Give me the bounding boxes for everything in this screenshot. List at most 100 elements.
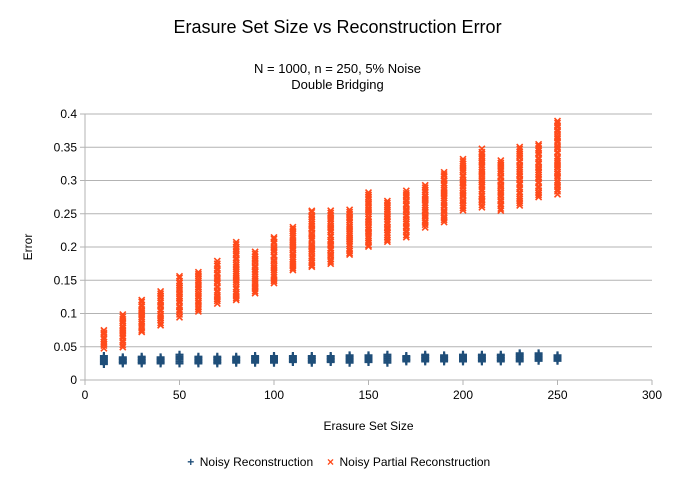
data-point-plus <box>288 352 297 361</box>
x-tick-label: 50 <box>173 388 187 402</box>
data-point-x <box>194 290 202 298</box>
data-point-x <box>459 178 467 186</box>
data-point-plus <box>364 351 373 360</box>
data-point-x <box>138 298 146 306</box>
data-point-x <box>308 208 316 216</box>
data-point-plus <box>402 352 411 361</box>
data-point-x <box>232 261 240 269</box>
data-point-x <box>497 156 505 165</box>
y-tick-label: 0 <box>70 373 77 387</box>
x-tick-label: 200 <box>453 388 473 402</box>
data-point-x <box>478 145 486 153</box>
data-point-x <box>289 223 297 231</box>
chart-subtitle: N = 1000, n = 250, 5% Noise Double Bridg… <box>0 61 675 93</box>
data-point-plus <box>137 352 146 361</box>
data-point-x <box>100 326 108 334</box>
data-point-x <box>138 296 146 304</box>
y-tick-label: 0.2 <box>60 240 77 254</box>
data-point-x <box>364 191 373 199</box>
data-point-x <box>402 189 410 197</box>
data-point-x <box>327 222 335 230</box>
y-tick-label: 0.35 <box>54 140 78 154</box>
y-tick-label: 0.3 <box>60 174 77 188</box>
data-point-x <box>478 166 486 174</box>
data-point-x <box>308 207 316 215</box>
data-point-x <box>553 117 562 125</box>
data-point-x <box>327 207 335 215</box>
data-point-x <box>251 248 259 256</box>
x-tick-label: 250 <box>547 388 567 402</box>
data-point-x <box>157 290 165 298</box>
data-point-plus <box>326 352 335 361</box>
data-point-x <box>119 313 127 321</box>
data-point-plus <box>232 352 241 361</box>
data-point-x <box>327 251 335 259</box>
data-point-x <box>553 119 562 127</box>
y-tick-label: 0.05 <box>54 340 78 354</box>
data-point-x <box>459 189 467 197</box>
data-point-x <box>402 187 410 195</box>
data-point-x <box>270 235 278 243</box>
data-point-x <box>421 184 429 192</box>
data-point-x <box>478 203 486 211</box>
data-point-x <box>346 206 354 214</box>
data-point-x <box>553 133 562 141</box>
data-point-x <box>535 189 543 197</box>
data-point-x <box>327 209 335 217</box>
legend-label-noisy-reconstruction: Noisy Reconstruction <box>199 455 314 469</box>
data-point-plus <box>156 353 165 362</box>
data-point-plus <box>383 350 392 359</box>
data-point-x <box>516 164 524 172</box>
data-point-plus <box>515 349 524 358</box>
data-point-x <box>535 142 543 150</box>
data-point-x <box>157 312 165 320</box>
data-point-x <box>100 329 108 337</box>
data-point-plus <box>477 350 486 359</box>
data-point-x <box>232 240 240 248</box>
data-point-plus <box>194 352 203 361</box>
axes: 0 0.05 0.1 0.15 0.2 0.25 0.3 0.35 0.4 0 50 100 150 20… <box>54 107 663 402</box>
legend: + Noisy Reconstruction × Noisy Partial Rec… <box>0 455 675 469</box>
data-point-x <box>497 196 505 204</box>
data-point-plus <box>534 349 543 358</box>
data-point-x <box>213 257 221 265</box>
data-point-plus <box>99 352 108 361</box>
y-tick-label: 0.25 <box>54 207 78 221</box>
data-point-x <box>459 155 467 163</box>
data-point-x <box>270 233 278 241</box>
y-tick-label: 0.1 <box>60 307 77 321</box>
data-point-x <box>516 145 524 153</box>
data-point-x <box>516 195 524 203</box>
data-point-plus <box>496 350 505 359</box>
x-tick-label: 0 <box>82 388 89 402</box>
data-point-x <box>478 150 486 158</box>
data-point-plus <box>421 350 430 359</box>
data-point-x <box>119 310 127 319</box>
data-point-x <box>383 197 391 205</box>
series-noisy-reconstruction <box>99 349 562 369</box>
data-point-x <box>175 279 184 287</box>
data-point-x <box>308 242 316 250</box>
data-point-plus <box>175 350 184 359</box>
data-point-x <box>194 268 202 276</box>
data-point-plus <box>213 352 222 361</box>
data-point-x <box>440 170 448 178</box>
x-tick-label: 300 <box>642 388 662 402</box>
data-point-x <box>194 270 202 278</box>
data-point-x <box>459 157 467 165</box>
data-point-x <box>119 324 127 332</box>
legend-item-noisy-partial-reconstruction: × Noisy Partial Reconstruction <box>325 455 491 469</box>
chart-title: Erasure Set Size vs Reconstruction Error <box>173 17 502 37</box>
data-point-x <box>497 159 505 167</box>
plus-marker-icon: + <box>187 455 195 469</box>
x-tick-label: 100 <box>264 388 284 402</box>
data-point-x <box>289 225 297 233</box>
data-point-x <box>535 140 543 148</box>
legend-label-noisy-partial-reconstruction: Noisy Partial Reconstruction <box>339 455 491 469</box>
data-point-x <box>232 238 240 246</box>
x-axis-title: Erasure Set Size <box>323 419 413 433</box>
data-point-x <box>402 218 410 226</box>
data-point-x <box>251 262 259 270</box>
data-point-x <box>516 143 524 151</box>
